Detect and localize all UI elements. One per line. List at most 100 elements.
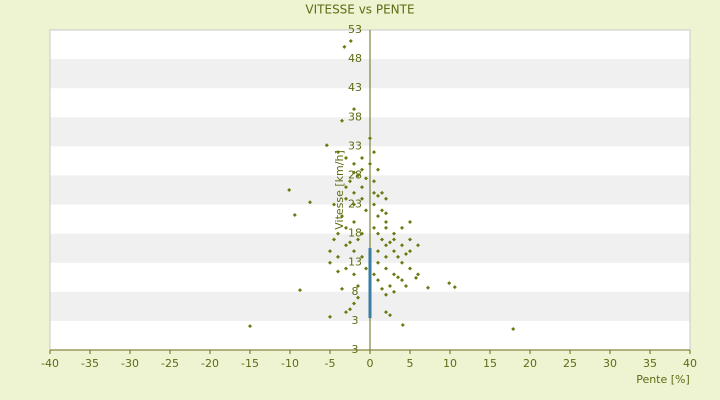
point	[388, 240, 392, 245]
point	[452, 285, 457, 290]
point	[376, 214, 380, 219]
point	[340, 118, 344, 123]
point	[360, 185, 364, 190]
point	[384, 310, 388, 315]
point	[376, 249, 380, 254]
point	[348, 307, 352, 312]
x-tick-label: 10	[443, 357, 457, 370]
point	[368, 259, 372, 266]
point	[404, 284, 408, 288]
point	[352, 170, 356, 175]
x-tick-label: -5	[325, 357, 336, 370]
point	[416, 243, 420, 248]
point	[372, 225, 376, 230]
point	[400, 278, 404, 283]
point	[408, 237, 412, 242]
point	[248, 324, 252, 329]
point	[426, 285, 430, 290]
point	[332, 202, 336, 207]
x-axis-label: Pente [%]	[636, 373, 690, 386]
point	[372, 190, 376, 195]
point	[376, 278, 380, 283]
x-tick-label: -15	[241, 357, 259, 370]
point	[384, 225, 388, 230]
point	[368, 271, 372, 278]
y-axis-label: Vitesse [km/h]	[333, 150, 346, 230]
point	[396, 254, 400, 259]
x-tick-label: 35	[643, 357, 657, 370]
point	[376, 260, 380, 265]
point	[384, 254, 388, 259]
point	[392, 289, 396, 294]
y-tick-label: 38	[348, 110, 362, 123]
x-tick-label: 20	[523, 357, 537, 370]
point	[336, 231, 340, 236]
point	[352, 220, 356, 224]
point	[344, 225, 348, 230]
y-tick-label: 13	[348, 256, 362, 269]
point	[360, 167, 364, 172]
x-tick-label: -10	[281, 357, 299, 370]
point	[368, 161, 372, 166]
point	[287, 188, 292, 192]
x-tick-label: -25	[161, 357, 179, 370]
point	[384, 196, 388, 201]
point	[360, 196, 364, 201]
point	[380, 237, 384, 242]
point	[298, 288, 302, 293]
point	[352, 190, 356, 195]
point	[368, 312, 372, 319]
point	[368, 294, 372, 301]
point	[414, 275, 418, 280]
point	[344, 185, 348, 190]
point	[368, 265, 372, 272]
point	[372, 150, 376, 155]
point	[360, 254, 364, 259]
point	[372, 179, 376, 184]
point	[400, 260, 404, 265]
point	[356, 295, 360, 300]
point	[352, 202, 356, 207]
point	[380, 208, 384, 213]
point	[368, 277, 372, 284]
point	[368, 288, 372, 295]
point	[360, 231, 364, 236]
y-tick-label: 48	[348, 52, 362, 65]
point	[447, 281, 452, 286]
y-tick-label: 28	[348, 168, 362, 181]
point	[384, 292, 388, 297]
x-tick-label: -30	[121, 357, 139, 370]
y-tick-label: 3	[352, 343, 359, 356]
point	[388, 313, 392, 318]
point	[400, 322, 405, 327]
point	[332, 237, 336, 242]
point	[308, 200, 312, 205]
x-tick-label: -40	[41, 357, 59, 370]
point	[388, 284, 392, 288]
y-tick-label: 18	[348, 227, 362, 240]
point	[344, 266, 348, 271]
x-tick-label: -35	[81, 357, 99, 370]
y-tick-label: 53	[348, 23, 362, 36]
point	[352, 249, 356, 254]
point	[344, 243, 348, 248]
point	[396, 275, 400, 280]
point	[400, 225, 404, 230]
point	[404, 252, 408, 256]
point	[392, 231, 396, 236]
point	[356, 173, 360, 178]
point	[342, 44, 347, 49]
point	[372, 202, 376, 207]
x-tick-label: 15	[483, 357, 497, 370]
point	[372, 272, 376, 277]
point	[364, 266, 368, 271]
point	[292, 213, 297, 218]
x-tick-label: 25	[563, 357, 577, 370]
point	[384, 211, 388, 216]
point	[344, 156, 348, 160]
point	[364, 208, 368, 213]
point	[344, 310, 348, 315]
point	[408, 220, 412, 224]
point	[511, 327, 516, 332]
point	[392, 272, 396, 277]
